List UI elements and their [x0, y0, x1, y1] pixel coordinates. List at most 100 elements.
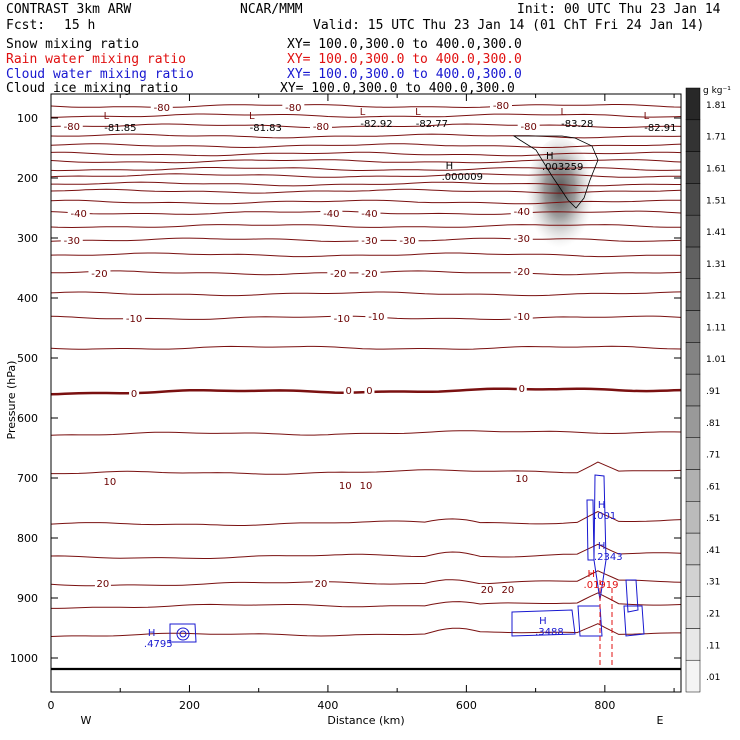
low-marker: L: [561, 107, 567, 118]
high-marker: H: [598, 541, 606, 552]
temperature-label: -80: [313, 122, 329, 133]
isotherm-line: [51, 143, 681, 149]
west-label: W: [81, 714, 92, 727]
temperature-label-bg: [365, 311, 388, 322]
temperature-label: 20: [97, 579, 110, 590]
fcst-label: Fcst:: [6, 18, 46, 33]
colorbar-label: 1.21: [706, 292, 726, 302]
temperature-label: -30: [64, 236, 80, 247]
field-name-rain: Rain water mixing ratio: [6, 52, 187, 67]
temperature-label-bg: [479, 584, 496, 595]
temperature-label-bg: [517, 120, 540, 132]
isotherm-line: [51, 188, 681, 194]
colorbar-label: .01: [706, 673, 720, 683]
temperature-label: 0: [366, 386, 372, 397]
cloud-water-contour: [625, 579, 639, 613]
y-tick-label: 400: [17, 292, 38, 305]
temperature-label-bg: [516, 383, 527, 394]
high-marker: H: [539, 616, 547, 627]
cloud-water-contour: [577, 605, 603, 637]
cloud-water-contour: [169, 623, 197, 643]
colorbar-label: 1.11: [706, 323, 726, 333]
colorbar-segment: [685, 183, 701, 216]
isotherm-line: [51, 623, 681, 637]
temperature-label-bg: [101, 476, 118, 487]
low-marker: L: [360, 107, 366, 118]
colorbar-segment: [685, 659, 701, 693]
x-tick-label: 600: [456, 699, 477, 712]
temperature-label-bg: [60, 120, 83, 132]
temperature-label-bg: [67, 207, 90, 219]
plot-frame: [50, 93, 682, 693]
temperature-label-bg: [337, 480, 354, 492]
y-tick-label: 100: [17, 112, 38, 125]
temperature-label: -20: [330, 269, 346, 280]
isotherm-line: [51, 104, 681, 109]
temperature-label-bg: [310, 120, 332, 132]
colorbar-label: .41: [706, 546, 720, 556]
isotherm-line: [51, 345, 681, 350]
high-marker: H: [546, 151, 554, 162]
x-axis-title: Distance (km): [327, 714, 404, 727]
colorbar-segment: [685, 532, 701, 566]
colorbar-segment: [685, 278, 701, 311]
colorbar-segment: [685, 373, 701, 407]
colorbar-label: .71: [706, 451, 720, 461]
y-tick-label: 800: [17, 532, 38, 545]
y-tick-label: 600: [17, 412, 38, 425]
high-marker: H: [598, 500, 606, 511]
isotherm-line: [51, 113, 681, 118]
high-marker: H: [446, 161, 454, 172]
temperature-label: -80: [285, 103, 301, 114]
high-value: .3488: [535, 627, 564, 638]
colorbar-label: 1.31: [706, 260, 726, 270]
colorbar-label: .21: [706, 610, 720, 620]
temperature-label: -40: [323, 209, 339, 220]
high-value: .01919: [584, 580, 619, 591]
x-tick-label: 0: [48, 699, 55, 712]
temperature-label-bg: [94, 578, 111, 589]
temperature-label: -10: [514, 312, 530, 323]
colorbar-label: .61: [706, 482, 720, 492]
cloud-water-contour: [511, 609, 576, 637]
colorbar-segment: [685, 405, 701, 438]
colorbar-segment: [685, 119, 701, 152]
isotherm-line: [51, 181, 681, 187]
field-xy-cloud-water: XY= 100.0,300.0 to 400.0,300.0: [287, 67, 522, 82]
low-value: -82.77: [416, 119, 448, 130]
temperature-label: 20: [481, 585, 494, 596]
low-marker: L: [104, 111, 110, 122]
y-tick-label: 500: [17, 352, 38, 365]
low-value: -82.92: [360, 119, 392, 130]
temperature-label-bg: [396, 234, 419, 246]
isotherm-line: [51, 159, 681, 164]
temperature-label: 10: [515, 474, 528, 485]
isotherm-line: [51, 543, 681, 559]
temperature-label: 0: [346, 386, 352, 397]
temperature-label: 10: [360, 481, 373, 492]
colorbar-label: .51: [706, 514, 720, 524]
colorbar-segment: [685, 151, 701, 184]
temperature-label: -10: [126, 314, 142, 325]
east-label: E: [657, 714, 664, 727]
temperature-label: -80: [64, 122, 80, 133]
colorbar-label: 1.61: [706, 164, 726, 174]
low-value: -82.91: [644, 123, 676, 134]
rain-water-contour: [599, 580, 613, 668]
high-marker: H: [148, 628, 156, 639]
isotherm-line: [51, 151, 681, 157]
temperature-label: -20: [361, 269, 377, 280]
temperature-label: -10: [334, 314, 350, 325]
temperature-label-bg: [150, 102, 173, 114]
temperature-label: -40: [514, 207, 530, 218]
temperature-label-bg: [499, 584, 516, 595]
low-value: -81.83: [250, 123, 282, 134]
x-tick-label: 400: [317, 699, 338, 712]
colorbar-label: .31: [706, 578, 720, 588]
isotherm-line: [51, 173, 681, 178]
colorbar-segment: [685, 596, 701, 629]
cloud-ice-contour: [512, 135, 599, 209]
isotherm-line: [51, 592, 681, 609]
temperature-label-bg: [510, 233, 533, 244]
temperature-label-bg: [510, 206, 533, 217]
